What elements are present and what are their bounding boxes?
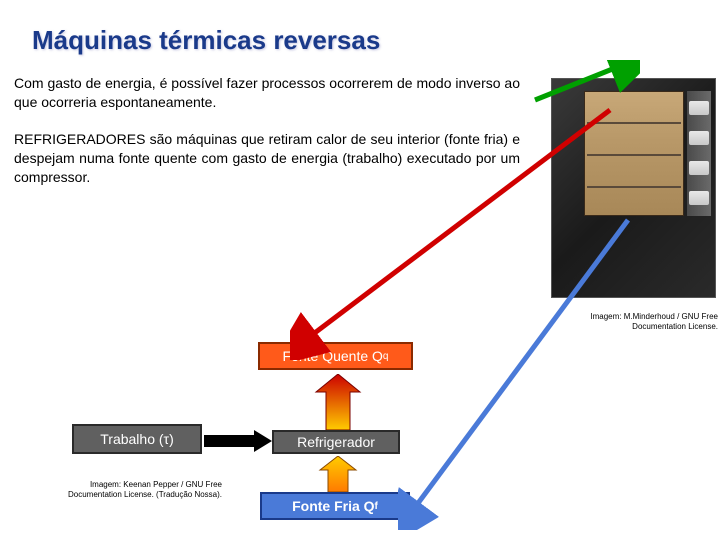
box-cold-reservoir: Fonte Fria Qf — [260, 492, 410, 520]
box-work: Trabalho (τ) — [72, 424, 202, 454]
fridge-door — [687, 91, 711, 216]
box-cold-subscript: f — [375, 501, 378, 512]
arrow-cold-to-refrigerator-icon — [318, 456, 358, 492]
box-hot-reservoir: Fonte Quente Qq — [258, 342, 413, 370]
box-work-label: Trabalho (τ) — [100, 431, 173, 447]
door-bin — [689, 101, 709, 115]
credit-work: Imagem: Keenan Pepper / GNU Free Documen… — [52, 480, 222, 499]
door-bin — [689, 161, 709, 175]
door-bin — [689, 191, 709, 205]
box-refrigerator: Refrigerador — [272, 430, 400, 454]
box-refrigerator-label: Refrigerador — [297, 434, 375, 450]
box-hot-label: Fonte Quente Q — [283, 348, 383, 364]
credit-fridge: Imagem: M.Minderhoud / GNU Free Document… — [543, 312, 718, 331]
fridge-interior — [584, 91, 684, 216]
arrow-work-to-refrigerator-icon — [204, 430, 272, 452]
fridge-shelf — [587, 186, 681, 188]
arrow-refrigerator-to-hot-icon — [314, 374, 362, 430]
page-title: Máquinas térmicas reversas — [0, 0, 720, 74]
fridge-shelf — [587, 154, 681, 156]
fridge-photo — [551, 78, 716, 298]
box-cold-label: Fonte Fria Q — [292, 498, 374, 514]
box-hot-subscript: q — [383, 351, 389, 362]
door-bin — [689, 131, 709, 145]
fridge-shelf — [587, 122, 681, 124]
